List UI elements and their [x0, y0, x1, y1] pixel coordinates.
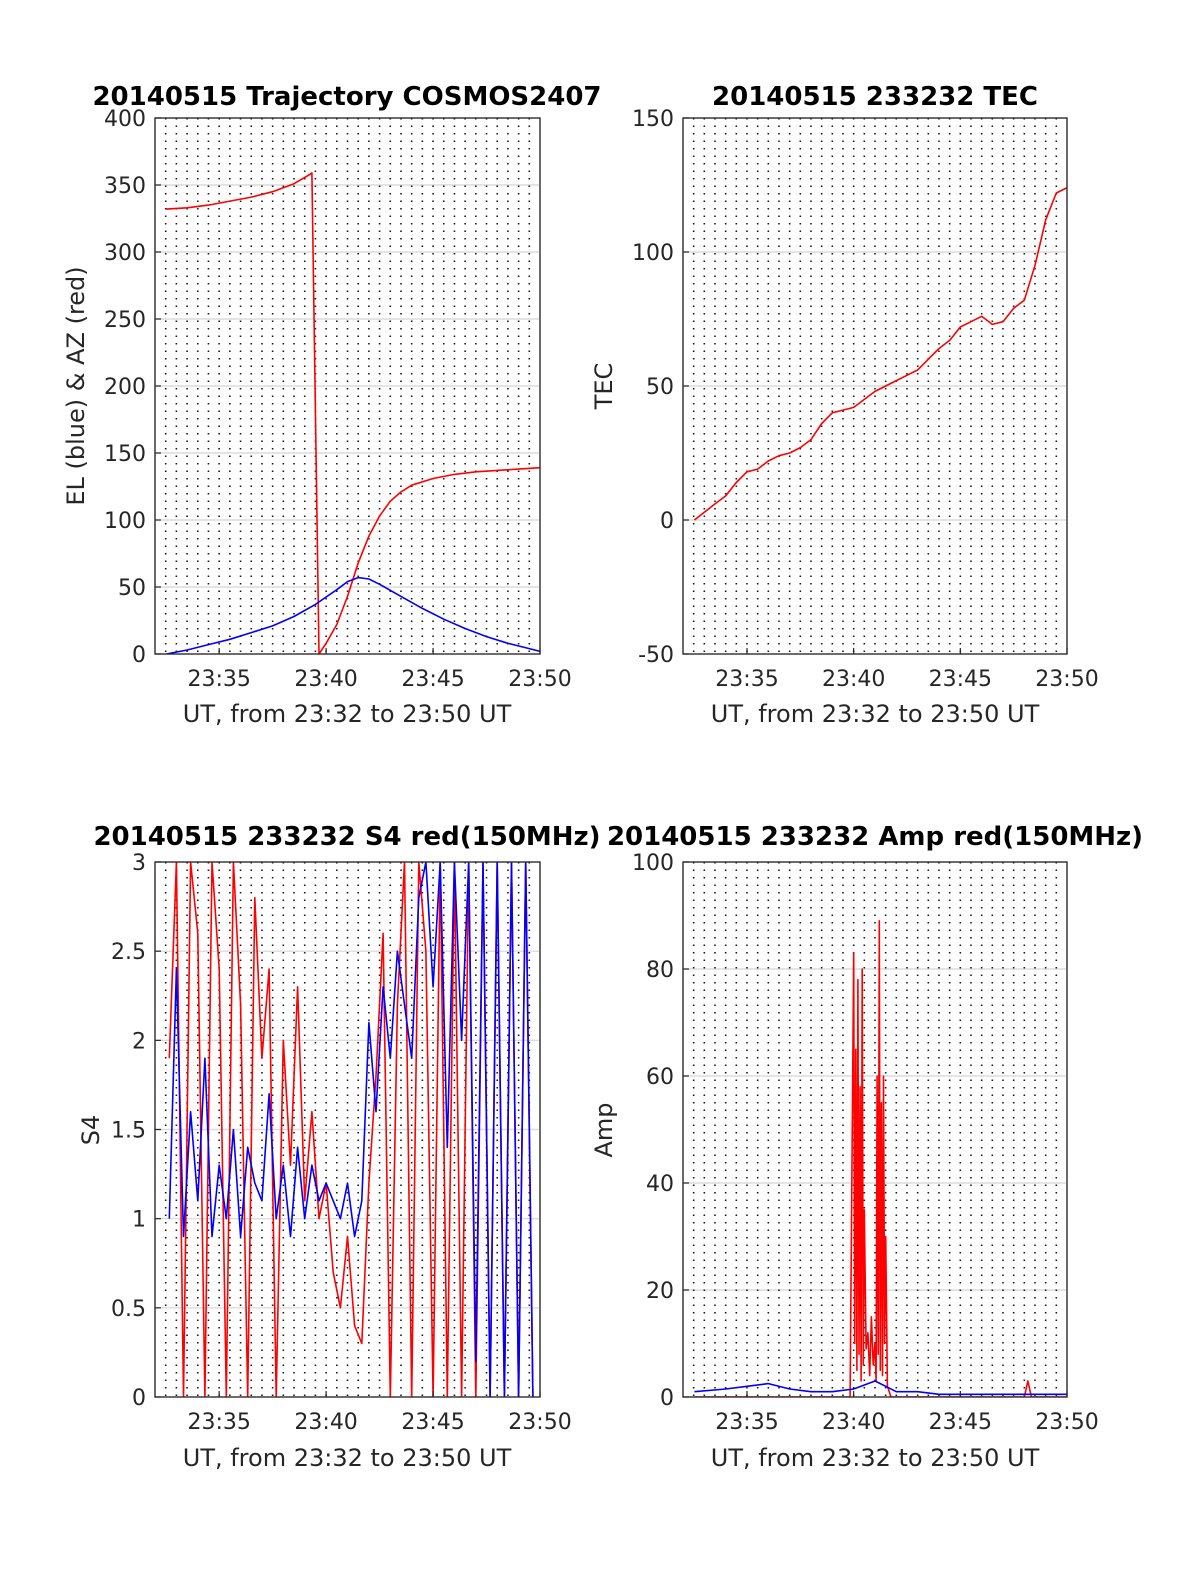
- s4-title: 20140515 233232 S4 red(150MHz): [93, 822, 600, 852]
- tec-x-tick-label: 23:40: [822, 667, 885, 692]
- s4-y-tick-label: 0.5: [111, 1297, 146, 1322]
- tec-x-tick-label: 23:45: [929, 667, 992, 692]
- amp-x-tick-label: 23:50: [1035, 1410, 1098, 1435]
- s4-x-tick-label: 23:40: [294, 1410, 357, 1435]
- tec-x-ticks: 23:35 23:40 23:45 23:50: [715, 648, 1099, 692]
- trajectory-y-axis-label: EL (blue) & AZ (red): [62, 266, 90, 505]
- s4-y-tick-label: 2: [132, 1029, 146, 1054]
- tec-y-tick-label: 150: [632, 107, 674, 132]
- trajectory-series-red: [166, 172, 540, 654]
- s4-series-blue: [168, 862, 534, 1397]
- tec-series-red: [693, 186, 1067, 521]
- s4-x-tick-label: 23:50: [508, 1410, 571, 1435]
- s4-y-tick-label: 1.5: [111, 1119, 146, 1144]
- s4-series-layer: [168, 862, 534, 1397]
- tec-y-ticks: -50 0 50 100 150: [632, 107, 689, 668]
- amp-y-tick-label: 60: [646, 1065, 674, 1090]
- amp-series-red: [694, 919, 1067, 1397]
- amp-y-tick-label: 100: [632, 851, 674, 876]
- s4-panel: 0 0.5 1 1.5 2 2.5 3 23:35 23:40 23:45 23:50 20140…: [77, 822, 601, 1472]
- amp-y-tick-label: 0: [660, 1386, 674, 1411]
- tec-y-tick-label: 100: [632, 241, 674, 266]
- amp-x-axis-label: UT, from 23:32 to 23:50 UT: [711, 1444, 1040, 1472]
- amp-panel: 0 20 40 60 80 100 23:35 23:40 23:45 23:50 201405…: [590, 822, 1143, 1472]
- amp-title: 20140515 233232 Amp red(150MHz): [607, 822, 1143, 852]
- trajectory-y-tick-label: 350: [104, 174, 146, 199]
- s4-y-tick-label: 2.5: [111, 940, 146, 965]
- tec-x-tick-label: 23:50: [1035, 667, 1098, 692]
- amp-y-tick-label: 20: [646, 1279, 674, 1304]
- trajectory-y-tick-label: 400: [104, 107, 146, 132]
- trajectory-x-tick-label: 23:35: [187, 667, 250, 692]
- trajectory-y-tick-label: 0: [132, 643, 146, 668]
- amp-frame: [682, 861, 1068, 1398]
- tec-title: 20140515 233232 TEC: [712, 82, 1038, 112]
- trajectory-series-blue: [166, 576, 540, 654]
- tec-y-axis-label: TEC: [590, 363, 618, 411]
- trajectory-y-tick-label: 100: [104, 509, 146, 534]
- s4-y-axis-label: S4: [77, 1115, 105, 1146]
- trajectory-x-tick-label: 23:50: [508, 667, 571, 692]
- trajectory-panel: 0 50 100 150 200 250 300 350 400 23:35 23:40 23:45…: [62, 82, 602, 728]
- trajectory-series-layer: [166, 172, 540, 654]
- trajectory-y-tick-label: 250: [104, 308, 146, 333]
- trajectory-y-tick-label: 150: [104, 442, 146, 467]
- tec-y-tick-label: 0: [660, 509, 674, 534]
- trajectory-y-tick-label: 300: [104, 241, 146, 266]
- s4-y-tick-label: 3: [132, 851, 146, 876]
- s4-y-tick-label: 1: [132, 1208, 146, 1233]
- trajectory-x-tick-label: 23:45: [401, 667, 464, 692]
- amp-x-ticks: 23:35 23:40 23:45 23:50: [715, 1391, 1099, 1435]
- tec-y-tick-label: -50: [638, 643, 674, 668]
- amp-series-layer: [694, 919, 1067, 1397]
- trajectory-y-tick-label: 200: [104, 375, 146, 400]
- amp-x-tick-label: 23:45: [929, 1410, 992, 1435]
- amp-x-tick-label: 23:35: [715, 1410, 778, 1435]
- s4-x-tick-label: 23:45: [401, 1410, 464, 1435]
- trajectory-title: 20140515 Trajectory COSMOS2407: [92, 82, 601, 112]
- tec-x-axis-label: UT, from 23:32 to 23:50 UT: [711, 700, 1040, 728]
- amp-series-blue: [694, 1380, 1067, 1396]
- trajectory-x-axis-label: UT, from 23:32 to 23:50 UT: [183, 700, 512, 728]
- s4-x-axis-label: UT, from 23:32 to 23:50 UT: [183, 1444, 512, 1472]
- tec-y-tick-label: 50: [646, 375, 674, 400]
- trajectory-y-tick-label: 50: [118, 576, 146, 601]
- trajectory-x-tick-label: 23:40: [294, 667, 357, 692]
- amp-x-tick-label: 23:40: [822, 1410, 885, 1435]
- tec-panel: -50 0 50 100 150 23:35 23:40 23:45 23:50 201405…: [590, 82, 1099, 728]
- s4-y-ticks: 0 0.5 1 1.5 2 2.5 3: [111, 851, 161, 1411]
- s4-x-ticks: 23:35 23:40 23:45 23:50: [187, 1391, 572, 1435]
- amp-y-axis-label: Amp: [590, 1102, 618, 1157]
- amp-axes: [682, 861, 1068, 1398]
- amp-y-ticks: 0 20 40 60 80 100: [632, 851, 689, 1411]
- tec-x-tick-label: 23:35: [715, 667, 778, 692]
- amp-y-tick-label: 80: [646, 958, 674, 983]
- amp-y-tick-label: 40: [646, 1172, 674, 1197]
- s4-x-tick-label: 23:35: [187, 1410, 250, 1435]
- s4-y-tick-label: 0: [132, 1386, 146, 1411]
- trajectory-y-ticks: 0 50 100 150 200 250 300 350 400: [104, 107, 161, 668]
- trajectory-x-ticks: 23:35 23:40 23:45 23:50: [187, 648, 572, 692]
- tec-series-layer: [693, 186, 1067, 521]
